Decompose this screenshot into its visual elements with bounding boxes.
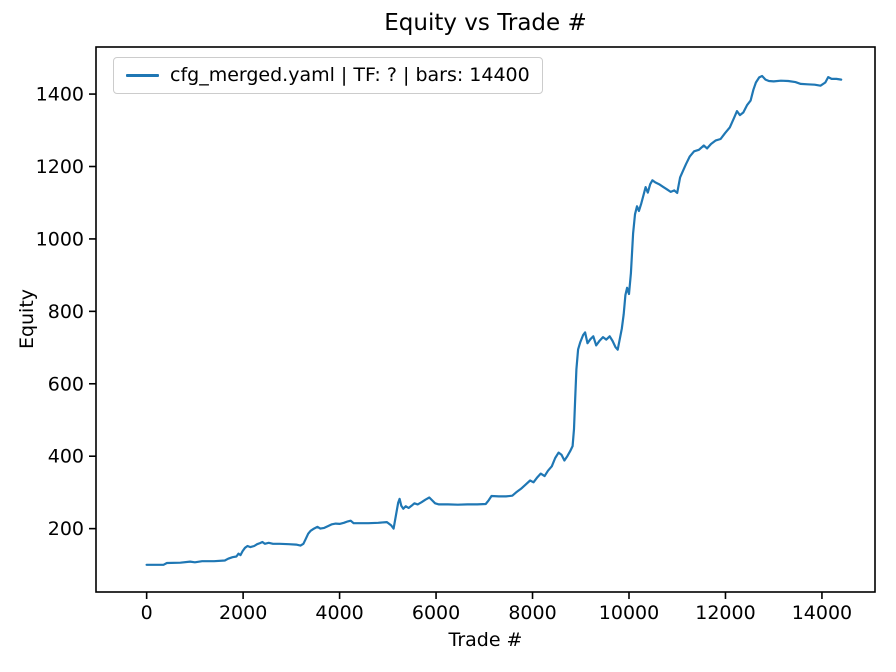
legend: cfg_merged.yaml | TF: ? | bars: 14400: [113, 57, 543, 94]
y-tick-label: 600: [48, 373, 84, 395]
x-tick-label: 6000: [412, 602, 460, 624]
x-tick-label: 2000: [219, 602, 267, 624]
x-tick-label: 14000: [792, 602, 852, 624]
equity-curve: [145, 74, 843, 566]
y-tick-label: 800: [48, 301, 84, 323]
x-tick-label: 4000: [315, 602, 363, 624]
y-axis-label-text: Equity: [16, 288, 38, 350]
legend-label: cfg_merged.yaml | TF: ? | bars: 14400: [170, 64, 530, 86]
x-tick-label: 10000: [599, 602, 659, 624]
y-tick-label: 1200: [36, 156, 84, 178]
y-tick-label: 1000: [36, 228, 84, 250]
y-tick-label: 400: [48, 446, 84, 468]
y-tick-label: 1400: [36, 84, 84, 106]
x-tick-label: 0: [141, 602, 153, 624]
x-axis-label: Trade #: [448, 629, 523, 651]
axes-frame: [95, 46, 876, 593]
legend-line-sample: [126, 73, 159, 77]
y-tick-label: 200: [48, 518, 84, 540]
x-tick-label: 8000: [508, 602, 556, 624]
chart-title: Equity vs Trade #: [384, 10, 587, 36]
x-tick-label: 12000: [695, 602, 755, 624]
